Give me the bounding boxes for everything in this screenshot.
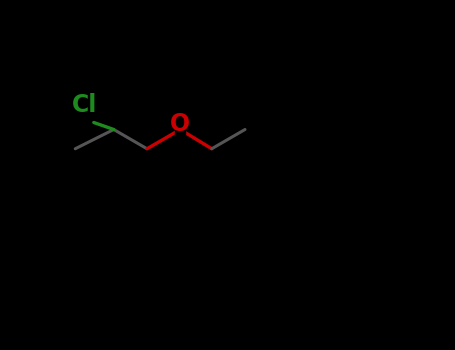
Text: O: O [170, 112, 190, 136]
Text: Cl: Cl [72, 93, 97, 117]
Bar [70, 98, 93, 119]
Bar [175, 114, 186, 135]
